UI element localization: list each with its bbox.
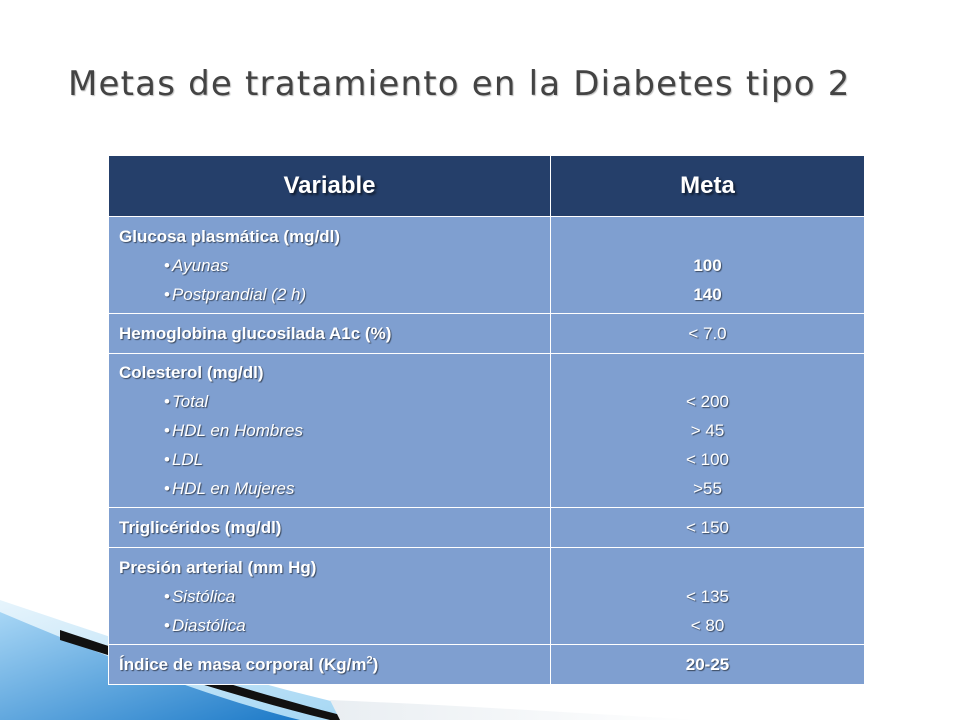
variable-label: Glucosa plasmática (mg/dl) <box>119 226 341 246</box>
wave-pale <box>330 700 700 720</box>
slide-title: Metas de tratamiento en la Diabetes tipo… <box>68 64 851 104</box>
goal-value: > 45 <box>690 421 725 440</box>
goal-cell: < 7.0 <box>550 313 865 354</box>
goal-cell: 100 140 <box>550 216 865 314</box>
sub-item-label: Postprandial (2 h) <box>171 284 307 304</box>
sub-item: • Postprandial (2 h) <box>119 280 540 309</box>
goal-value: >55 <box>693 479 722 498</box>
treatment-goals-table: Variable Meta Glucosa plasmática (mg/dl)… <box>108 155 865 685</box>
goal-cell: < 135 < 80 <box>550 547 865 645</box>
sub-item: • Sistólica <box>119 582 540 611</box>
table-row-hba1c: Hemoglobina glucosilada A1c (%) < 7.0 <box>108 313 865 354</box>
sub-item-label: Diastólica <box>171 615 246 635</box>
variable-cell: Hemoglobina glucosilada A1c (%) <box>108 313 551 354</box>
variable-label: Índice de masa corporal (Kg/m2) <box>119 650 540 679</box>
variable-label-suffix: ) <box>372 655 379 674</box>
sub-item: • Ayunas <box>119 251 540 280</box>
variable-label-text: Índice de masa corporal (Kg/m <box>119 655 367 674</box>
bullet-icon: • <box>164 392 170 411</box>
bullet-icon: • <box>164 421 170 440</box>
sub-item-label: HDL en Hombres <box>171 421 303 440</box>
goal-value: < 150 <box>685 518 729 537</box>
goal-value: < 100 <box>685 450 729 469</box>
variable-cell: Triglicéridos (mg/dl) <box>108 507 551 548</box>
goal-cell: 20-25 <box>550 644 865 685</box>
goal-cell: < 150 <box>550 507 865 548</box>
sub-item: • Diastólica <box>119 611 540 640</box>
goal-value: < 7.0 <box>688 324 727 343</box>
table-header-row: Variable Meta <box>108 155 865 217</box>
sub-item: • HDL en Mujeres <box>119 474 540 503</box>
spacer <box>557 222 858 251</box>
bullet-icon: • <box>164 479 170 498</box>
variable-cell: Presión arterial (mm Hg) • Sistólica • Dia… <box>108 547 551 645</box>
header-variable: Variable <box>108 155 551 217</box>
variable-label: Colesterol (mg/dl) <box>119 363 264 382</box>
sub-item-label: Sistólica <box>171 586 236 606</box>
table-row-triglycerides: Triglicéridos (mg/dl) < 150 <box>108 507 865 548</box>
bullet-icon: • <box>164 615 170 635</box>
spacer <box>557 553 858 582</box>
table-row-cholesterol: Colesterol (mg/dl) • Total • HDL en Hombre… <box>108 353 865 508</box>
goal-cell: < 200 > 45 < 100 >55 <box>550 353 865 508</box>
table-row-bmi: Índice de masa corporal (Kg/m2) 20-25 <box>108 644 865 685</box>
variable-label: Hemoglobina glucosilada A1c (%) <box>119 324 392 343</box>
sub-item: • HDL en Hombres <box>119 416 540 445</box>
sub-item-label: HDL en Mujeres <box>171 479 295 498</box>
sub-item-label: Ayunas <box>171 255 229 275</box>
variable-cell: Índice de masa corporal (Kg/m2) <box>108 644 551 685</box>
bullet-icon: • <box>164 586 170 606</box>
variable-label: Presión arterial (mm Hg) <box>119 557 317 577</box>
header-meta: Meta <box>550 155 865 217</box>
bullet-icon: • <box>164 255 170 275</box>
goal-value: 20-25 <box>685 655 730 674</box>
spacer <box>557 358 858 387</box>
goal-value: < 80 <box>690 615 725 635</box>
sub-item-label: Total <box>171 392 209 411</box>
goal-value: < 200 <box>685 392 729 411</box>
sub-item: • Total <box>119 387 540 416</box>
sub-item-label: LDL <box>171 450 204 469</box>
variable-label: Triglicéridos (mg/dl) <box>119 518 282 537</box>
goal-value: 100 <box>693 255 722 275</box>
bullet-icon: • <box>164 450 170 469</box>
table-row-glucose: Glucosa plasmática (mg/dl) • Ayunas • Post… <box>108 216 865 314</box>
goal-value: < 135 <box>685 586 729 606</box>
goal-value: 140 <box>693 284 722 304</box>
table-row-blood-pressure: Presión arterial (mm Hg) • Sistólica • Dia… <box>108 547 865 645</box>
bullet-icon: • <box>164 284 170 304</box>
sub-item: • LDL <box>119 445 540 474</box>
wave-dark <box>0 612 300 720</box>
variable-cell: Glucosa plasmática (mg/dl) • Ayunas • Post… <box>108 216 551 314</box>
superscript: 2 <box>366 654 373 667</box>
variable-cell: Colesterol (mg/dl) • Total • HDL en Hombre… <box>108 353 551 508</box>
